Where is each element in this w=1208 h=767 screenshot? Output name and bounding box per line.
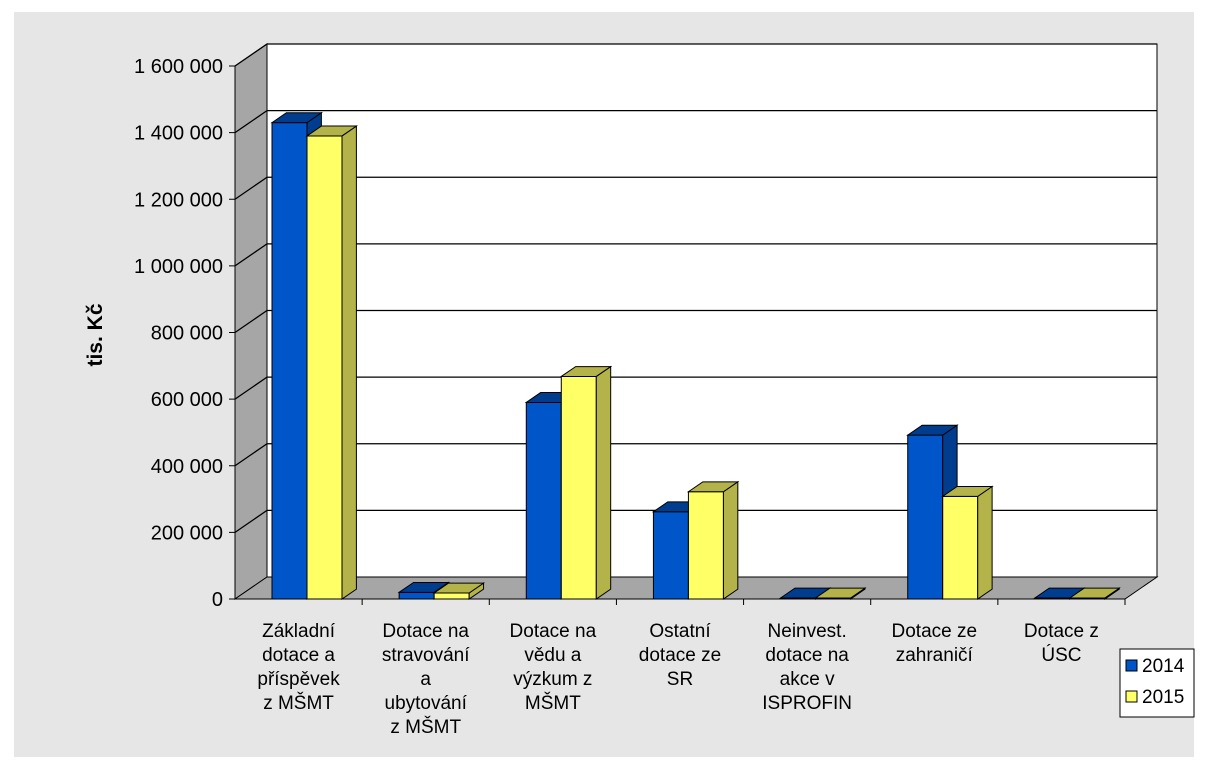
y-tick-label: 0 [212, 589, 223, 611]
x-category-label: Neinvest. dotace na akce v ISPROFIN [762, 621, 852, 714]
x-category-label-line: MŠMT [525, 692, 581, 714]
bar-top [397, 581, 451, 593]
x-category-label-line: ubytování [385, 693, 468, 714]
bar-front [907, 434, 944, 600]
y-tick-label: 400 000 [151, 456, 223, 478]
x-category-label-line: výzkum z [513, 669, 592, 690]
bar [432, 582, 486, 600]
bar [813, 587, 867, 600]
gridline [234, 176, 1157, 200]
bar [559, 365, 613, 600]
legend: 2014 2015 [1119, 648, 1195, 718]
gridline [234, 376, 1157, 400]
bar-front [560, 375, 597, 600]
x-category-label-line: SR [667, 669, 693, 690]
x-category-label-line: Neinvest. [768, 621, 847, 642]
y-tick-label: 1 000 000 [134, 256, 223, 278]
y-tick-label: 800 000 [151, 323, 223, 345]
legend-label: 2015 [1142, 687, 1184, 708]
x-category-label: Dotace na stravování a ubytování z MŠMT [382, 621, 470, 738]
x-category-label-line: dotace ze [639, 645, 721, 666]
x-category-label: Základní dotace a příspěvek z MŠMT [257, 621, 340, 714]
y-tick-label: 200 000 [151, 522, 223, 544]
x-category-label-line: Dotace ze [892, 621, 978, 642]
bar [305, 125, 359, 600]
x-category-label-line: z MŠMT [390, 716, 461, 738]
bar [1068, 587, 1121, 600]
bar-top [559, 366, 613, 377]
gridline [234, 43, 1157, 67]
x-category-label-line: akce v [780, 669, 835, 690]
x-category-label: Dotace ze zahraničí [892, 621, 978, 666]
x-category-label-line: a [420, 669, 431, 690]
x-category-label-line: ISPROFIN [762, 693, 852, 714]
x-category-label-line: z MŠMT [263, 692, 334, 714]
x-category-label: Ostatní dotace ze SR [639, 621, 721, 690]
y-tick-label: 600 000 [151, 389, 223, 411]
bar-top [305, 125, 359, 137]
x-category-label-line: Ostatní [649, 621, 711, 642]
bar-side [977, 485, 993, 600]
bar-side [341, 125, 357, 600]
bar-top [432, 582, 486, 594]
bar [941, 485, 994, 600]
gridline [234, 109, 1157, 134]
bar-front [433, 592, 470, 600]
bar-side [595, 365, 612, 600]
legend-swatch [1125, 690, 1138, 703]
x-category-label-line: Základní [262, 621, 336, 642]
y-axis-title: tis. Kč [84, 303, 107, 366]
bar-front [652, 511, 689, 600]
bar-side [722, 480, 739, 600]
y-tick-label: 1 400 000 [134, 123, 223, 145]
legend-label: 2014 [1142, 656, 1185, 677]
x-category-label-line: ÚSC [1041, 644, 1081, 666]
bar-front [525, 401, 562, 600]
x-category-label-line: zahraničí [896, 645, 974, 666]
bar-top [906, 424, 959, 436]
bar-front [306, 135, 343, 600]
x-category-label-line: vědu a [524, 645, 581, 666]
x-category-label-line: dotace a [262, 645, 335, 666]
bar-top [1068, 587, 1121, 599]
x-category-label-line: dotace na [765, 645, 849, 666]
y-tick-label: 1 200 000 [134, 189, 223, 211]
y-tick-label: 1 600 000 [134, 56, 223, 78]
gridline [234, 309, 1157, 334]
bar-front [398, 591, 435, 600]
bar-top [686, 481, 740, 493]
bar-top [941, 485, 994, 497]
x-category-label-line: Dotace na [382, 621, 469, 642]
x-category-label: Dotace na vědu a výzkum z MŠMT [510, 621, 597, 714]
x-category-label-line: stravování [382, 645, 470, 666]
bar-top [270, 112, 324, 124]
gridline [234, 243, 1157, 267]
gridline [234, 443, 1157, 467]
bar-front [271, 122, 308, 600]
x-category-label: Dotace z ÚSC [1024, 621, 1099, 666]
bar-front [687, 491, 724, 600]
gridline [234, 509, 1157, 533]
x-category-label-line: Dotace na [510, 621, 597, 642]
bar-top [813, 587, 867, 599]
x-category-label-line: Dotace z [1024, 621, 1099, 642]
bar-front [942, 495, 979, 600]
x-category-label-line: příspěvek [257, 669, 340, 690]
legend-swatch [1125, 659, 1138, 672]
bar [686, 480, 740, 600]
